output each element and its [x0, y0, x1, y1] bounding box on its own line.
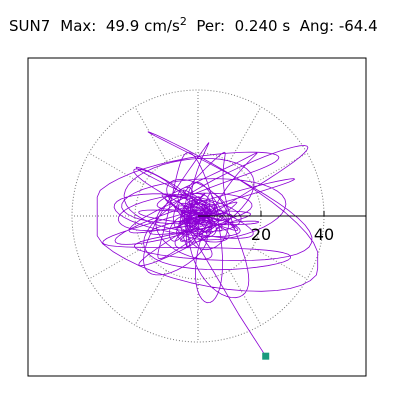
orbit-trace: [96, 131, 319, 357]
angle-label: Ang:: [299, 17, 335, 35]
orbit-trace-path: [96, 131, 319, 357]
max-unit-exponent: 2: [179, 15, 187, 28]
period-label: Per:: [196, 17, 226, 35]
station-name: SUN7: [9, 17, 51, 35]
grid-spoke-210: [88, 247, 144, 280]
radial-tick-label-40: 40: [314, 225, 334, 244]
max-value: 49.9: [105, 17, 140, 35]
period-value: 0.240 s: [234, 17, 291, 35]
grid-spoke-120: [134, 106, 167, 162]
radial-tick-label-20: 20: [251, 225, 271, 244]
angle-value: -64.4: [338, 17, 378, 35]
end-marker: [262, 352, 270, 360]
plot-frame: [27, 57, 367, 377]
chart-header: SUN7 Max: 49.9 cm/s2 Per: 0.240 s Ang: -6…: [9, 11, 378, 41]
radial-axis: 20 40: [198, 211, 366, 244]
max-unit: cm/s: [144, 17, 180, 35]
end-marker-group: [262, 352, 270, 360]
max-label: Max:: [60, 17, 97, 35]
grid-spoke-240: [134, 270, 167, 326]
